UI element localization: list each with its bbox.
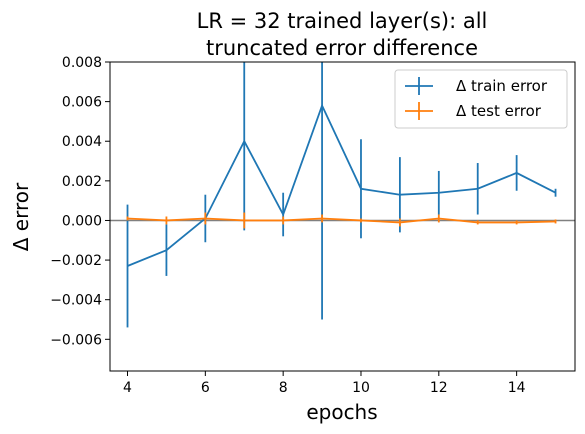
x-tick-label: 6 xyxy=(201,380,210,396)
plot-frame xyxy=(109,61,576,372)
y-tick-label: 0.004 xyxy=(62,134,102,150)
y-axis: −0.006 −0.004 −0.002 0.000 0.002 0.004 0.006 0.… xyxy=(50,55,110,348)
x-tick-label: 8 xyxy=(279,380,288,396)
legend-label-train: Δ train error xyxy=(456,77,548,95)
chart-title-line2: truncated error difference xyxy=(206,36,478,60)
x-tick-label: 12 xyxy=(430,380,448,396)
legend-label-test: Δ test error xyxy=(456,102,542,120)
x-axis: 4 6 8 10 12 14 xyxy=(123,371,526,396)
y-tick-label: 0.002 xyxy=(62,174,102,190)
x-axis-label: epochs xyxy=(306,400,377,424)
y-tick-label: 0.008 xyxy=(62,55,102,71)
x-tick-label: 10 xyxy=(352,380,370,396)
y-tick-label: 0.000 xyxy=(62,213,102,229)
chart-title-line1: LR = 32 trained layer(s): all xyxy=(197,9,488,33)
x-tick-label: 14 xyxy=(508,380,526,396)
y-tick-label: −0.006 xyxy=(50,332,102,348)
y-axis-label: Δ error xyxy=(9,182,33,251)
legend: Δ train error Δ test error xyxy=(394,69,568,129)
train-error-line xyxy=(127,103,556,267)
test-error-line xyxy=(127,217,556,224)
plot-area xyxy=(110,62,575,328)
x-tick-label: 4 xyxy=(123,380,132,396)
legend-box xyxy=(394,69,568,129)
y-tick-label: 0.006 xyxy=(62,95,102,111)
y-tick-label: −0.004 xyxy=(50,293,102,309)
y-tick-label: −0.002 xyxy=(50,253,102,269)
